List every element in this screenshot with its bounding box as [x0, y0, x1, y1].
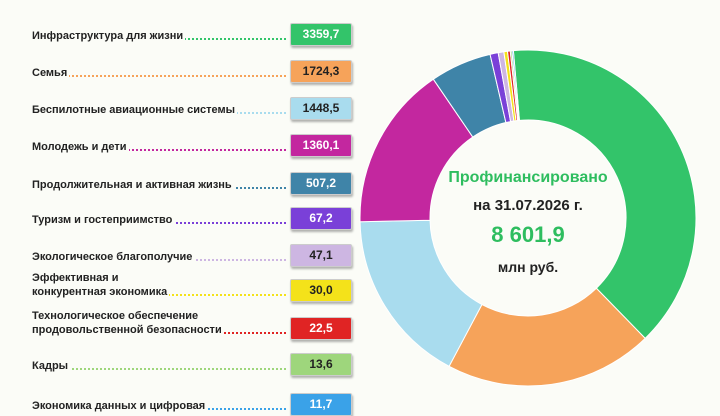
donut-slice: [448, 287, 646, 387]
value-box: 22,5: [290, 317, 352, 340]
legend-label: Экономика данных и цифровая: [32, 399, 208, 413]
legend-row: Технологическое обеспечение продовольств…: [32, 309, 352, 340]
legend-label: Беспилотные авиационные системы: [32, 103, 238, 117]
value-box: 3359,7: [290, 23, 352, 46]
leader-dots: [32, 75, 286, 77]
leader-dots: [32, 149, 286, 151]
legend-row: Экономика данных и цифровая 11,7: [32, 392, 352, 416]
value-box: 1448,5: [290, 97, 352, 120]
value-box: 47,1: [290, 244, 352, 267]
center-text: млн руб.: [498, 259, 558, 275]
leader-dots: [32, 368, 286, 370]
legend-label: Технологическое обеспечение продовольств…: [32, 309, 224, 337]
legend-label: Семья: [32, 66, 70, 80]
legend-row: Беспилотные авиационные системы 1448,5: [32, 96, 352, 120]
value-box: 1724,3: [290, 60, 352, 83]
legend-label: Кадры: [32, 359, 71, 373]
value-box: 67,2: [290, 207, 352, 230]
value-box: 1360,1: [290, 134, 352, 157]
legend-row: Туризм и гостеприимство 67,2: [32, 206, 352, 230]
legend-label: Инфраструктура для жизни: [32, 29, 186, 43]
legend-row: Молодежь и дети 1360,1: [32, 133, 352, 157]
legend-row: Экологическое благополучие 47,1: [32, 243, 352, 267]
legend-row: Эффективная и конкурентная экономика 30,0: [32, 271, 352, 302]
legend-row: Кадры 13,6: [32, 352, 352, 376]
legend-row: Семья 1724,3: [32, 59, 352, 83]
legend-label: Туризм и гостеприимство: [32, 213, 175, 227]
legend-label: Продолжительная и активная жизнь: [32, 178, 234, 192]
value-box: 507,2: [290, 172, 352, 195]
legend-label: Экологическое благополучие: [32, 250, 195, 264]
center-text: 8 601,9: [491, 222, 564, 247]
center-text: Профинансировано: [448, 169, 608, 186]
legend-row: Продолжительная и активная жизнь 507,2: [32, 171, 352, 195]
donut-slice: [511, 50, 521, 121]
value-box: 30,0: [290, 279, 352, 302]
page: Инфраструктура для жизни 3359,7 Семья 1724,…: [0, 0, 697, 416]
donut-chart: Профинансировано на 31.07.2026 г. 8 601,9 м…: [359, 49, 697, 387]
legend-label: Молодежь и дети: [32, 140, 129, 154]
legend-list: Инфраструктура для жизни 3359,7 Семья 1724,…: [0, 0, 360, 416]
legend-label: Эффективная и конкурентная экономика: [32, 271, 170, 299]
donut-slice: [512, 49, 697, 340]
center-text: на 31.07.2026 г.: [473, 197, 583, 214]
value-box: 13,6: [290, 353, 352, 376]
legend-row: Инфраструктура для жизни 3359,7: [32, 22, 352, 46]
